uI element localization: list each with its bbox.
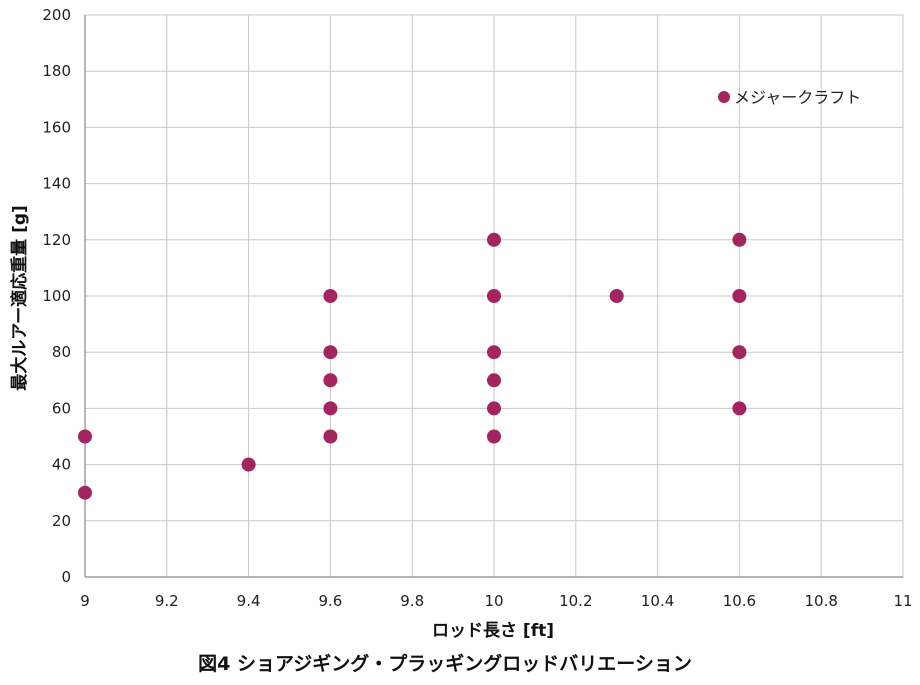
y-tick-label: 20: [52, 512, 71, 530]
data-point: [732, 232, 747, 247]
data-point: [732, 345, 747, 360]
x-tick-label: 10.8: [804, 592, 837, 610]
x-tick-label: 9.8: [400, 592, 424, 610]
data-point: [241, 457, 256, 472]
y-tick-label: 60: [52, 399, 71, 417]
data-point: [732, 289, 747, 303]
x-tick-label: 10.6: [723, 592, 756, 610]
data-point: [732, 401, 747, 416]
y-tick-label: 180: [42, 62, 71, 80]
legend-label: メジャークラフト: [734, 88, 861, 107]
y-tick-label: 160: [42, 118, 71, 136]
data-point: [487, 289, 501, 303]
legend-marker: [718, 91, 730, 103]
data-point: [487, 373, 501, 388]
data-point: [487, 429, 501, 444]
x-tick-label: 10: [484, 592, 503, 610]
y-tick-labels: 0 20 40 60 80 100 120 140 160 180 200: [42, 6, 71, 586]
y-axis-title: 最大ルアー適応重量 [g]: [9, 205, 30, 391]
x-axis-title: ロッド長さ [ft]: [432, 621, 554, 641]
data-point: [323, 289, 338, 303]
y-tick-label: 140: [42, 175, 71, 193]
x-tick-labels: 9 9.2 9.4 9.6 9.8 10 10.2 10.4 10.6 10.8 11: [80, 592, 912, 610]
x-tick-label: 9.4: [237, 592, 261, 610]
y-tick-label: 120: [42, 231, 71, 249]
data-point: [487, 345, 501, 360]
data-point: [323, 401, 338, 416]
y-tick-label: 200: [42, 6, 71, 24]
data-point: [78, 429, 92, 444]
x-tick-label: 9.2: [155, 592, 179, 610]
data-point: [487, 232, 501, 247]
y-tick-label: 40: [52, 456, 71, 474]
data-point: [323, 345, 338, 360]
y-tick-label: 0: [61, 568, 71, 586]
y-tick-label: 80: [52, 343, 71, 361]
data-point: [487, 401, 501, 416]
x-tick-label: 10.4: [641, 592, 674, 610]
x-tick-label: 9.6: [318, 592, 342, 610]
axes: [84, 15, 903, 578]
figure-caption: 図4 ショアジギング・プラッギングロッドバリエーション: [198, 652, 692, 675]
legend: メジャークラフト: [718, 88, 861, 107]
x-tick-label: 10.2: [559, 592, 592, 610]
data-point: [323, 373, 338, 388]
y-tick-label: 100: [42, 287, 71, 305]
x-tick-label: 11: [893, 592, 912, 610]
data-points: [78, 232, 747, 500]
data-point: [323, 429, 338, 444]
data-point: [609, 289, 624, 303]
data-point: [78, 485, 92, 500]
x-tick-label: 9: [80, 592, 90, 610]
